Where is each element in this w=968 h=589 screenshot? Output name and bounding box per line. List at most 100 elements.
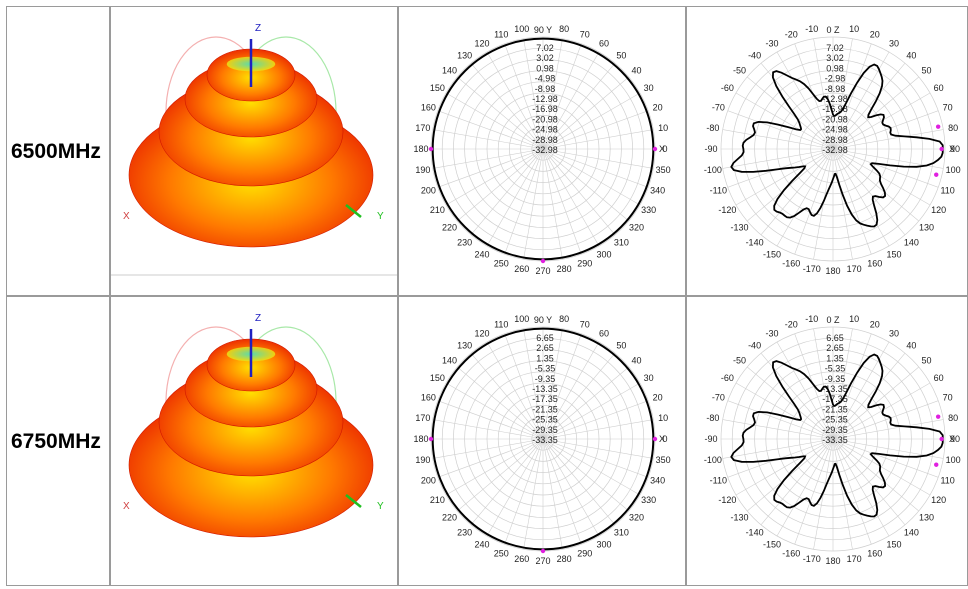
grid-spoke: [776, 148, 834, 247]
grid-spoke: [457, 366, 544, 440]
grid-spoke: [432, 129, 544, 150]
radial-scale-label: -8.98: [825, 84, 846, 94]
marker-point: [540, 258, 546, 264]
grid-spoke: [542, 38, 563, 150]
grid-spoke: [542, 63, 616, 150]
axis-right-label: X: [949, 144, 955, 154]
angle-tick-label: -170: [803, 554, 821, 564]
angle-tick-label: 80: [559, 314, 569, 324]
grid-spoke: [504, 438, 544, 545]
grid-spoke: [722, 148, 834, 169]
polar-h-plot: -10 -20 -30 -40-50 -60 -70 -80 -90 -100 -110 -120 -…: [704, 314, 961, 566]
grid-spoke: [832, 438, 853, 550]
radial-scale-label: -17.35: [532, 394, 558, 404]
grid-spoke: [832, 148, 939, 188]
angle-tick-label: 270: [535, 556, 550, 566]
radial-scale-label: -9.35: [535, 374, 556, 384]
angle-tick-label: -40: [748, 341, 761, 351]
radial-scale-label: -2.98: [825, 74, 846, 84]
angle-tick-label: 180: [413, 434, 428, 444]
radial-scale-label: -28.98: [822, 135, 848, 145]
radial-scale-label: 0.98: [826, 63, 844, 73]
grid-spoke: [432, 419, 544, 440]
grid-spoke: [542, 328, 563, 440]
angle-tick-label: 130: [457, 341, 472, 351]
grid-spoke: [523, 328, 544, 440]
grid-spoke: [523, 38, 544, 150]
angle-tick-label: 140: [442, 66, 457, 76]
angle-tick-label: -70: [712, 102, 725, 112]
grid-spoke: [747, 438, 834, 512]
angle-tick-label: 40: [631, 66, 641, 76]
grid-spoke: [523, 148, 544, 260]
grid-spoke: [445, 438, 544, 496]
grid-spoke: [457, 148, 544, 222]
radial-scale-label: -13.35: [532, 384, 558, 394]
angle-tick-label: 90: [950, 144, 960, 154]
grid-spoke: [445, 148, 544, 206]
grid-spoke: [832, 51, 890, 150]
grid-spoke: [542, 438, 641, 496]
grid-spoke: [832, 366, 919, 440]
pattern-trace: [730, 353, 944, 518]
polar-e-plot: 1001101201301401501601701801902002102202…: [413, 314, 670, 566]
grid-spoke: [832, 129, 944, 150]
radial-scale-label: -21.35: [822, 404, 848, 414]
angle-tick-label: 0: [662, 434, 667, 444]
polar-h-plot: -10 -20 -30 -40-50 -60 -70 -80 -90 -100 -110 -120 -…: [704, 24, 961, 276]
grid-spoke: [735, 92, 834, 150]
x-axis-label: X: [123, 501, 130, 512]
radial-scale-label: -33.35: [822, 435, 848, 445]
angle-tick-label: 260: [514, 554, 529, 564]
grid-spoke: [542, 148, 641, 206]
radial-scale-label: -17.35: [822, 394, 848, 404]
radial-scale-label: -20.98: [822, 114, 848, 124]
radial-scale-label: -24.98: [532, 125, 558, 135]
grid-spoke: [457, 438, 544, 512]
grid-spoke: [832, 76, 919, 150]
grid-spoke: [832, 63, 906, 150]
radial-scale-label: -20.98: [532, 114, 558, 124]
y-axis-line: [345, 204, 362, 218]
grid-spoke: [445, 92, 544, 150]
angle-tick-label: -60: [721, 83, 734, 93]
angle-tick-label: 190: [415, 165, 430, 175]
angle-tick-label: -70: [712, 392, 725, 402]
angle-tick-label: 80: [948, 413, 958, 423]
grid-spoke: [727, 110, 834, 150]
angle-tick-label: -60: [721, 373, 734, 383]
angle-tick-label: 320: [629, 512, 644, 522]
frequency-label: 6750MHz: [11, 430, 101, 453]
angle-tick-label: 170: [847, 264, 862, 274]
angle-tick-label: -50: [733, 356, 746, 366]
grid-spoke: [722, 129, 834, 150]
grid-spoke: [437, 400, 544, 440]
angle-tick-label: -30: [765, 328, 778, 338]
grid-spoke: [735, 382, 834, 440]
radial-scale-label: -29.35: [822, 425, 848, 435]
angle-tick-label: 50: [921, 356, 931, 366]
angle-tick-label: 210: [430, 205, 445, 215]
angle-tick-label: 280: [557, 554, 572, 564]
angle-tick-label: 200: [421, 476, 436, 486]
angle-tick-label: 250: [494, 549, 509, 559]
marker-point: [934, 172, 939, 177]
angle-tick-label: -160: [782, 549, 800, 559]
grid-spoke: [542, 51, 600, 150]
radial-scale-label: -25.35: [532, 415, 558, 425]
frequency-cell: 6750MHz: [6, 296, 110, 586]
angle-tick-label: 110: [940, 186, 954, 196]
angle-tick-label: 140: [904, 237, 919, 247]
angle-tick-label: 70: [943, 392, 953, 402]
angle-tick-label: 110: [494, 319, 508, 329]
angle-tick-label: 100: [946, 165, 961, 175]
polar-e-cell: 100 110 120 130 140 150 160 170 180 190 200 210 220 2…: [398, 296, 686, 586]
grid-spoke: [832, 148, 853, 260]
marker-point: [428, 436, 434, 442]
grid-spoke: [445, 382, 544, 440]
grid-spoke: [542, 438, 629, 512]
angle-tick-label: -110: [710, 186, 727, 196]
angle-tick-label: 70: [580, 29, 590, 39]
grid-spoke: [832, 438, 919, 512]
grid-spoke: [542, 148, 582, 255]
